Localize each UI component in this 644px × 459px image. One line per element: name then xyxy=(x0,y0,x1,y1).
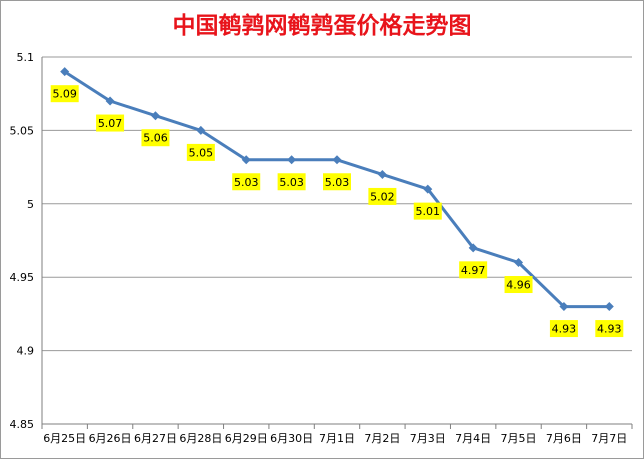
grid-lines xyxy=(42,56,632,425)
data-marker-5 xyxy=(287,155,297,165)
data-marker-0 xyxy=(60,67,70,77)
data-marker-9 xyxy=(468,243,478,253)
data-label-7: 5.02 xyxy=(370,190,395,203)
data-label-bg-11 xyxy=(549,320,578,338)
data-label-bg-7 xyxy=(368,187,397,205)
data-markers xyxy=(60,67,614,312)
data-marker-10 xyxy=(514,258,524,268)
data-marker-1 xyxy=(105,96,115,106)
y-tick-label-3: 5 xyxy=(27,198,34,211)
data-label-9: 4.97 xyxy=(461,264,486,277)
data-label-bg-2 xyxy=(141,129,170,147)
data-label-bg-6 xyxy=(323,173,351,191)
y-tick-label-2: 4.95 xyxy=(10,271,35,284)
chart-title: 中国鹌鹑网鹌鹑蛋价格走势图 xyxy=(172,12,472,39)
x-tick-label-11: 7月6日 xyxy=(546,432,582,445)
data-label-0: 5.09 xyxy=(52,88,77,101)
x-tick-label-2: 6月27日 xyxy=(134,432,177,445)
data-marker-2 xyxy=(150,111,160,121)
data-marker-11 xyxy=(559,302,569,312)
x-tick-label-7: 7月2日 xyxy=(364,432,400,445)
data-marker-7 xyxy=(377,169,387,179)
x-tick-label-0: 6月25日 xyxy=(43,432,86,445)
x-tick-label-9: 7月4日 xyxy=(455,432,491,445)
data-label-12: 4.93 xyxy=(597,323,622,336)
data-label-4: 5.03 xyxy=(234,176,259,189)
data-label-1: 5.07 xyxy=(98,117,123,130)
y-tick-label-0: 4.85 xyxy=(10,418,35,431)
axes xyxy=(41,57,633,429)
x-tick-label-10: 7月5日 xyxy=(501,432,537,445)
data-label-8: 5.01 xyxy=(416,205,441,218)
x-tick-label-12: 7月7日 xyxy=(591,432,627,445)
data-label-bg-10 xyxy=(504,276,533,294)
data-label-bg-0 xyxy=(50,85,79,103)
data-label-bg-5 xyxy=(277,173,306,191)
x-tick-label-6: 7月1日 xyxy=(319,432,355,445)
data-label-bg-8 xyxy=(413,202,442,220)
x-tick-label-5: 6月30日 xyxy=(270,432,313,445)
data-label-6: 5.03 xyxy=(325,176,350,189)
x-tick-label-4: 6月29日 xyxy=(225,432,268,445)
data-label-bg-9 xyxy=(459,261,488,279)
data-label-bg-12 xyxy=(595,320,624,338)
x-tick-labels: 6月25日 6月26日 6月27日 6月28日 6月29日 6月30日 7月1日 7月2日 7月… xyxy=(43,432,627,445)
data-marker-6 xyxy=(332,155,342,165)
data-marker-8 xyxy=(423,184,433,194)
y-tick-label-4: 5.05 xyxy=(10,124,35,137)
x-tick-label-3: 6月28日 xyxy=(179,432,222,445)
x-tick-label-1: 6月26日 xyxy=(89,432,132,445)
data-label-bg-1 xyxy=(96,114,125,132)
data-label-3: 5.05 xyxy=(189,146,214,159)
data-label-bg-3 xyxy=(186,143,215,161)
data-labels: 5.09 5.07 5.06 5.05 5.03 5.03 5.03 5.02 5.01 4.97… xyxy=(50,85,624,338)
data-label-bg-4 xyxy=(232,173,261,191)
data-marker-12 xyxy=(604,302,614,312)
y-tick-label-1: 4.9 xyxy=(17,345,35,358)
data-label-5: 5.03 xyxy=(279,176,304,189)
y-tick-label-5: 5.1 xyxy=(17,51,35,64)
y-tick-labels: 4.85 4.9 4.95 5 5.05 5.1 xyxy=(10,51,35,431)
x-tick-label-8: 7月3日 xyxy=(410,432,446,445)
data-label-10: 4.96 xyxy=(506,279,531,292)
data-label-2: 5.06 xyxy=(143,132,168,145)
data-label-11: 4.93 xyxy=(552,323,577,336)
data-marker-4 xyxy=(241,155,251,165)
data-marker-3 xyxy=(196,125,206,135)
